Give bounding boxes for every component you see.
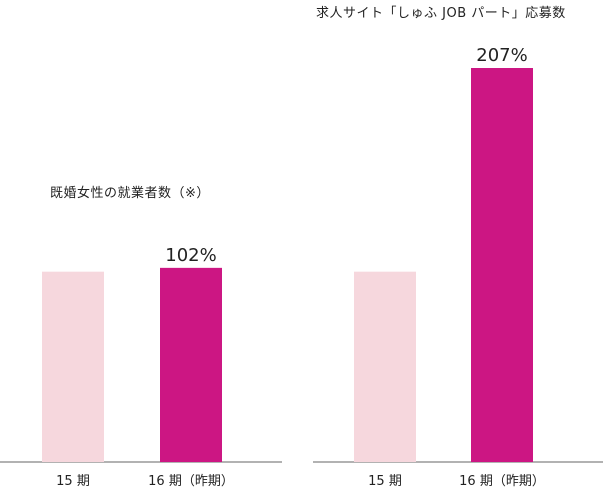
- tick-label-married-women-workers-0: 15 期: [56, 474, 90, 489]
- tick-label-shufu-job-applications-0: 15 期: [368, 474, 402, 489]
- data-label-shufu-job-applications-1: 207%: [476, 45, 527, 66]
- chart-title-shufu-job-applications: 求人サイト「しゅふ JOB パート」応募数: [316, 6, 566, 21]
- bar-shufu-job-applications-1: [471, 68, 533, 462]
- data-label-married-women-workers-1: 102%: [165, 245, 216, 266]
- chart-title-married-women-workers: 既婚女性の就業者数（※）: [50, 185, 210, 201]
- bar-married-women-workers-1: [160, 267, 222, 462]
- bar-married-women-workers-0: [42, 271, 104, 462]
- tick-label-shufu-job-applications-1: 16 期（昨期）: [459, 474, 545, 489]
- chart-shufu-job-applications: 求人サイト「しゅふ JOB パート」応募数 15 期 16 期（昨期） 207%: [313, 6, 603, 489]
- tick-label-married-women-workers-1: 16 期（昨期）: [148, 474, 234, 489]
- bar-shufu-job-applications-0: [354, 271, 416, 462]
- chart-married-women-workers: 既婚女性の就業者数（※） 15 期 16 期（昨期） 102%: [0, 185, 282, 489]
